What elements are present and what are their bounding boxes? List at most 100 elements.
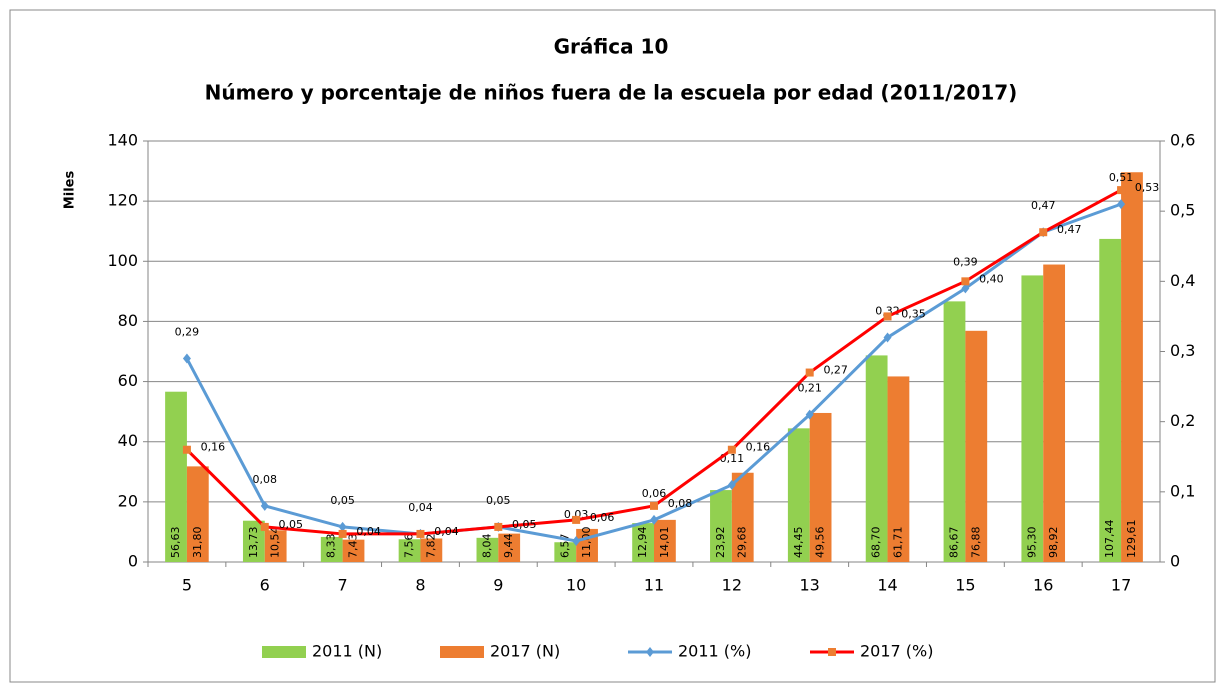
point-value-label: 0,05	[486, 494, 511, 507]
x-tick-label: 16	[1033, 576, 1053, 595]
bar-value-label: 31,80	[191, 527, 204, 559]
marker	[260, 522, 269, 531]
marker	[1117, 186, 1126, 195]
bar	[887, 376, 910, 562]
marker	[494, 522, 503, 531]
y-tick-label: 20	[118, 491, 138, 510]
marker	[883, 312, 892, 321]
bar-value-label: 56,63	[169, 527, 182, 559]
bar	[498, 533, 521, 562]
x-tick-label: 14	[877, 576, 897, 595]
point-value-label: 0,53	[1135, 181, 1160, 194]
bar	[1121, 172, 1143, 563]
point-value-label: 0,04	[408, 501, 433, 514]
bar	[264, 530, 287, 562]
bar	[1021, 275, 1044, 562]
x-tick-label: 5	[182, 576, 192, 595]
point-value-label: 0,51	[1109, 171, 1134, 184]
marker	[805, 409, 814, 420]
point-value-label: 0,47	[1031, 199, 1056, 212]
point-value-label: 0,39	[953, 255, 978, 268]
x-tick-label: 6	[260, 576, 270, 595]
marker	[961, 277, 970, 286]
bar-value-label: 76,88	[969, 527, 982, 559]
legend-marker	[828, 648, 836, 656]
bar	[398, 539, 421, 562]
y-tick-label: 120	[107, 191, 138, 210]
x-tick-label: 13	[800, 576, 820, 595]
bar	[787, 428, 810, 562]
bar-value-label: 10,54	[269, 527, 282, 559]
bar-value-label: 13,73	[247, 527, 260, 559]
point-value-label: 0,16	[746, 441, 771, 454]
marker	[572, 515, 581, 524]
bar	[554, 542, 577, 562]
marker	[416, 529, 425, 538]
bar-value-label: 12,94	[636, 527, 649, 559]
marker	[727, 445, 736, 454]
marker	[338, 521, 347, 532]
bar-value-label: 9,44	[502, 534, 515, 559]
bar	[865, 355, 888, 562]
marker	[182, 353, 191, 364]
bar	[654, 519, 676, 562]
bar	[420, 538, 443, 562]
marker	[572, 535, 581, 546]
marker	[338, 529, 347, 538]
bar	[1043, 264, 1066, 562]
x-tick-label: 7	[338, 576, 348, 595]
legend-marker	[646, 647, 654, 657]
bar-value-label: 8,33	[325, 534, 338, 559]
legend-label: 2011 (N)	[312, 642, 382, 661]
bar-value-label: 7,43	[347, 534, 360, 559]
marker	[650, 514, 658, 525]
bar	[632, 523, 654, 562]
legend-label: 2017 (%)	[860, 642, 934, 661]
bar-value-label: 7,82	[424, 534, 437, 559]
bar-value-label: 44,45	[792, 527, 805, 559]
y-tick-label: 60	[118, 371, 138, 390]
x-tick-label: 12	[722, 576, 742, 595]
point-value-label: 0,29	[175, 326, 200, 339]
bar	[943, 301, 966, 562]
point-value-label: 0,06	[642, 487, 667, 500]
x-tick-label: 11	[644, 576, 664, 595]
bar	[342, 539, 365, 562]
y2-tick-label: 0,4	[1170, 271, 1195, 290]
point-value-label: 0,40	[979, 272, 1004, 285]
bar	[731, 472, 754, 562]
x-tick-label: 15	[955, 576, 975, 595]
bar-value-label: 61,71	[891, 527, 904, 559]
point-value-label: 0,47	[1057, 223, 1082, 236]
bar-value-label: 98,92	[1047, 527, 1060, 559]
bar-value-label: 68,70	[870, 527, 883, 559]
bar	[186, 466, 209, 562]
legend-label: 2011 (%)	[678, 642, 752, 661]
y2-tick-label: 0,3	[1170, 341, 1195, 360]
bar	[809, 412, 832, 562]
bar-value-label: 107,44	[1103, 520, 1116, 559]
y-tick-label: 40	[118, 431, 138, 450]
point-value-label: 0,27	[823, 364, 848, 377]
bar-value-label: 7,56	[403, 534, 416, 559]
bar-value-label: 86,67	[947, 527, 960, 559]
bar	[965, 330, 988, 562]
bar	[320, 536, 343, 562]
point-value-label: 0,08	[253, 473, 278, 486]
point-value-label: 0,05	[330, 494, 355, 507]
bar-value-label: 49,56	[814, 527, 827, 559]
bar-value-label: 8,04	[480, 534, 493, 559]
legend-swatch	[440, 646, 484, 658]
chart-title: Gráfica 10	[554, 35, 669, 59]
chart-subtitle: Número y porcentaje de niños fuera de la…	[205, 81, 1018, 105]
marker	[727, 479, 736, 490]
chart-border	[9, 9, 1216, 683]
marker	[1117, 199, 1126, 210]
marker	[883, 332, 892, 343]
y-axis-label: Miles	[63, 171, 78, 210]
bar-value-label: 29,68	[736, 527, 749, 559]
y2-tick-label: 0,6	[1170, 131, 1195, 150]
y2-tick-label: 0,5	[1170, 201, 1195, 220]
bar	[476, 537, 499, 562]
